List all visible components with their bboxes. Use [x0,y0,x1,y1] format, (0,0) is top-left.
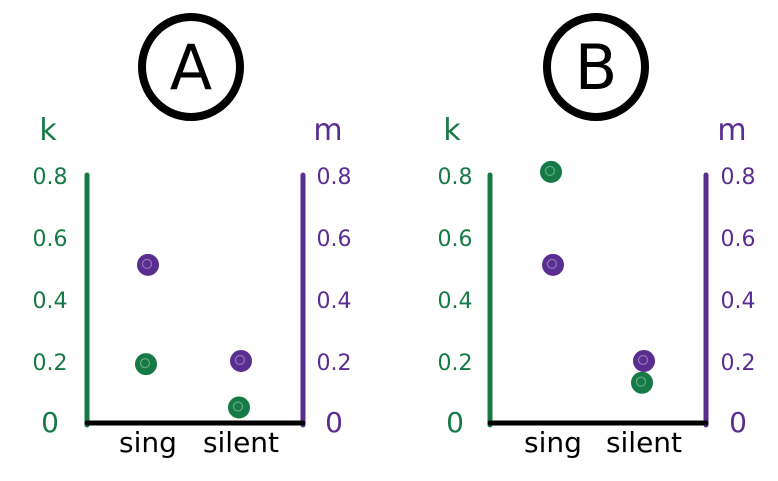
right-tick-label: 0.6 [721,227,756,252]
chart-title: A [170,31,212,104]
data-point-m-sing [542,253,564,276]
title-circle [543,13,649,121]
left-tick-label: 0.4 [33,289,68,314]
chart-panel-a: Ak m 0 0.2 0.4 0.6 0.8 0 0.2 0.4 0.6 0.8 sing silent [33,13,352,459]
left-tick-label: 0.2 [438,351,473,376]
left-tick-label: 0 [41,406,59,439]
right-tick-label: 0.4 [317,289,352,314]
data-point-m-sing [137,253,159,276]
data-point-m-silent [633,350,655,372]
left-axis-label: k [39,113,57,148]
right-tick-label: 0.2 [317,351,352,376]
left-tick-label: 0.6 [33,227,68,252]
right-tick-label: 0.2 [721,351,756,376]
category-label-sing: sing [524,426,582,459]
data-point-scribble [544,165,556,176]
data-point-k-silent [631,371,653,394]
right-tick-label: 0.6 [317,227,352,252]
left-tick-label: 0.8 [438,165,473,190]
right-tick-label: 0 [325,406,343,439]
right-axis-label: m [717,113,746,148]
data-point-m-silent [230,350,252,372]
data-point-k-silent [228,396,250,419]
data-point-scribble [139,358,151,369]
left-tick-label: 0.4 [438,289,473,314]
data-point-k-sing [135,353,157,376]
right-tick-label: 0.8 [721,165,756,190]
left-tick-label: 0.8 [33,165,68,190]
left-tick-label: 0.6 [438,227,473,252]
data-point-scribble [635,376,647,387]
data-point-scribble [546,258,558,269]
right-tick-label: 0.4 [721,289,756,314]
title-circle [138,13,244,121]
left-axis-label: k [443,113,461,148]
left-tick-label: 0 [446,406,464,439]
data-point-scribble [232,401,244,412]
data-point-scribble [234,354,246,366]
data-point-scribble [637,354,649,366]
category-label-silent: silent [606,426,682,459]
left-tick-label: 0.2 [33,351,68,376]
category-label-sing: sing [119,426,177,459]
right-axis-label: m [313,113,342,148]
right-tick-label: 0 [729,406,747,439]
category-label-silent: silent [203,426,279,459]
data-point-k-sing [540,160,562,183]
chart-title: B [575,31,618,104]
data-point-scribble [141,258,153,269]
chart-panel-b: Bk m 0 0.2 0.4 0.6 0.8 0 0.2 0.4 0.6 0.8 sing silent [438,13,756,459]
right-tick-label: 0.8 [317,165,352,190]
